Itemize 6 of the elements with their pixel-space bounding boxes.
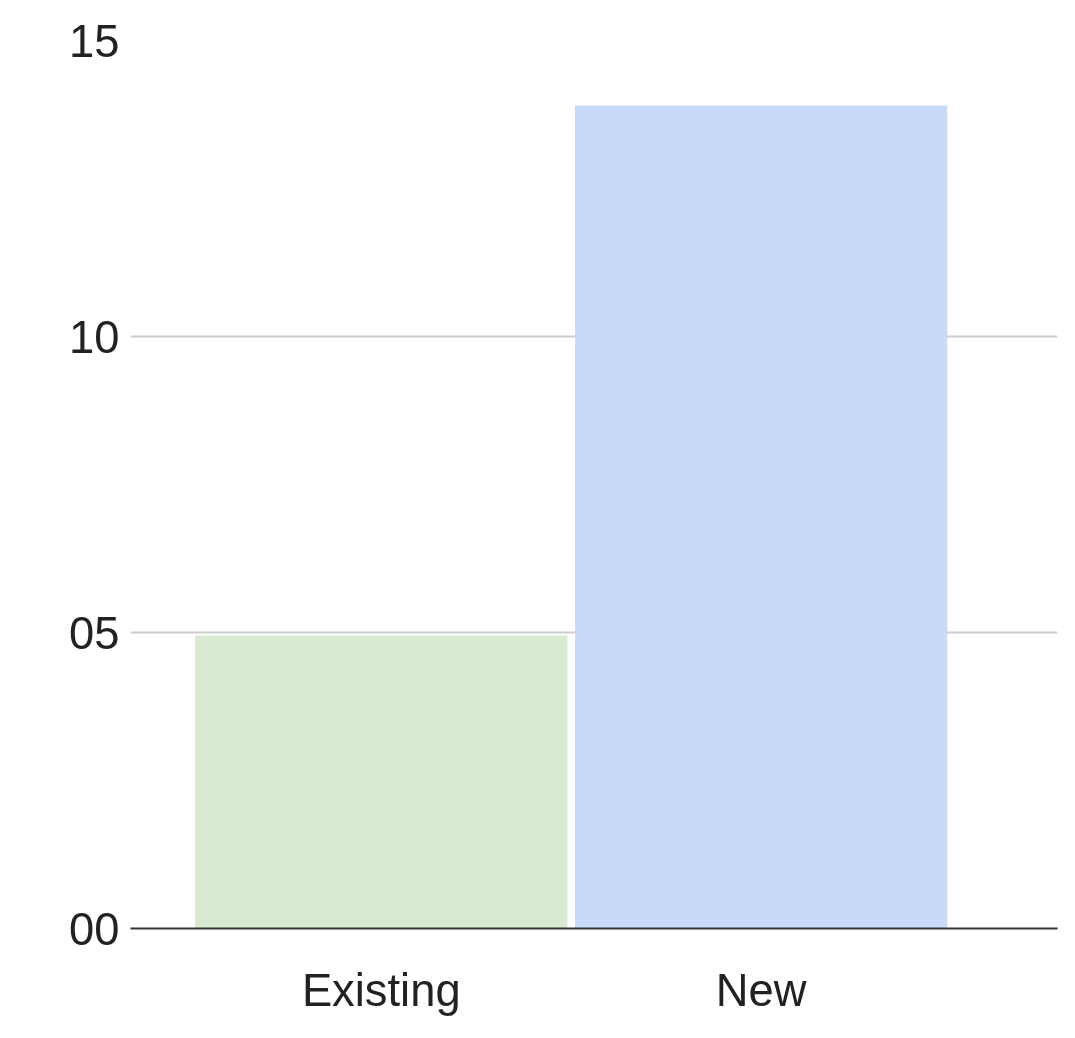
y-tick-label: 00 <box>69 903 120 955</box>
x-tick-label: New <box>715 964 807 1016</box>
x-tick-label: Existing <box>301 964 461 1016</box>
y-tick-label: 10 <box>69 311 120 363</box>
y-tick-label: 15 <box>69 15 120 67</box>
y-tick-label: 05 <box>69 607 120 659</box>
